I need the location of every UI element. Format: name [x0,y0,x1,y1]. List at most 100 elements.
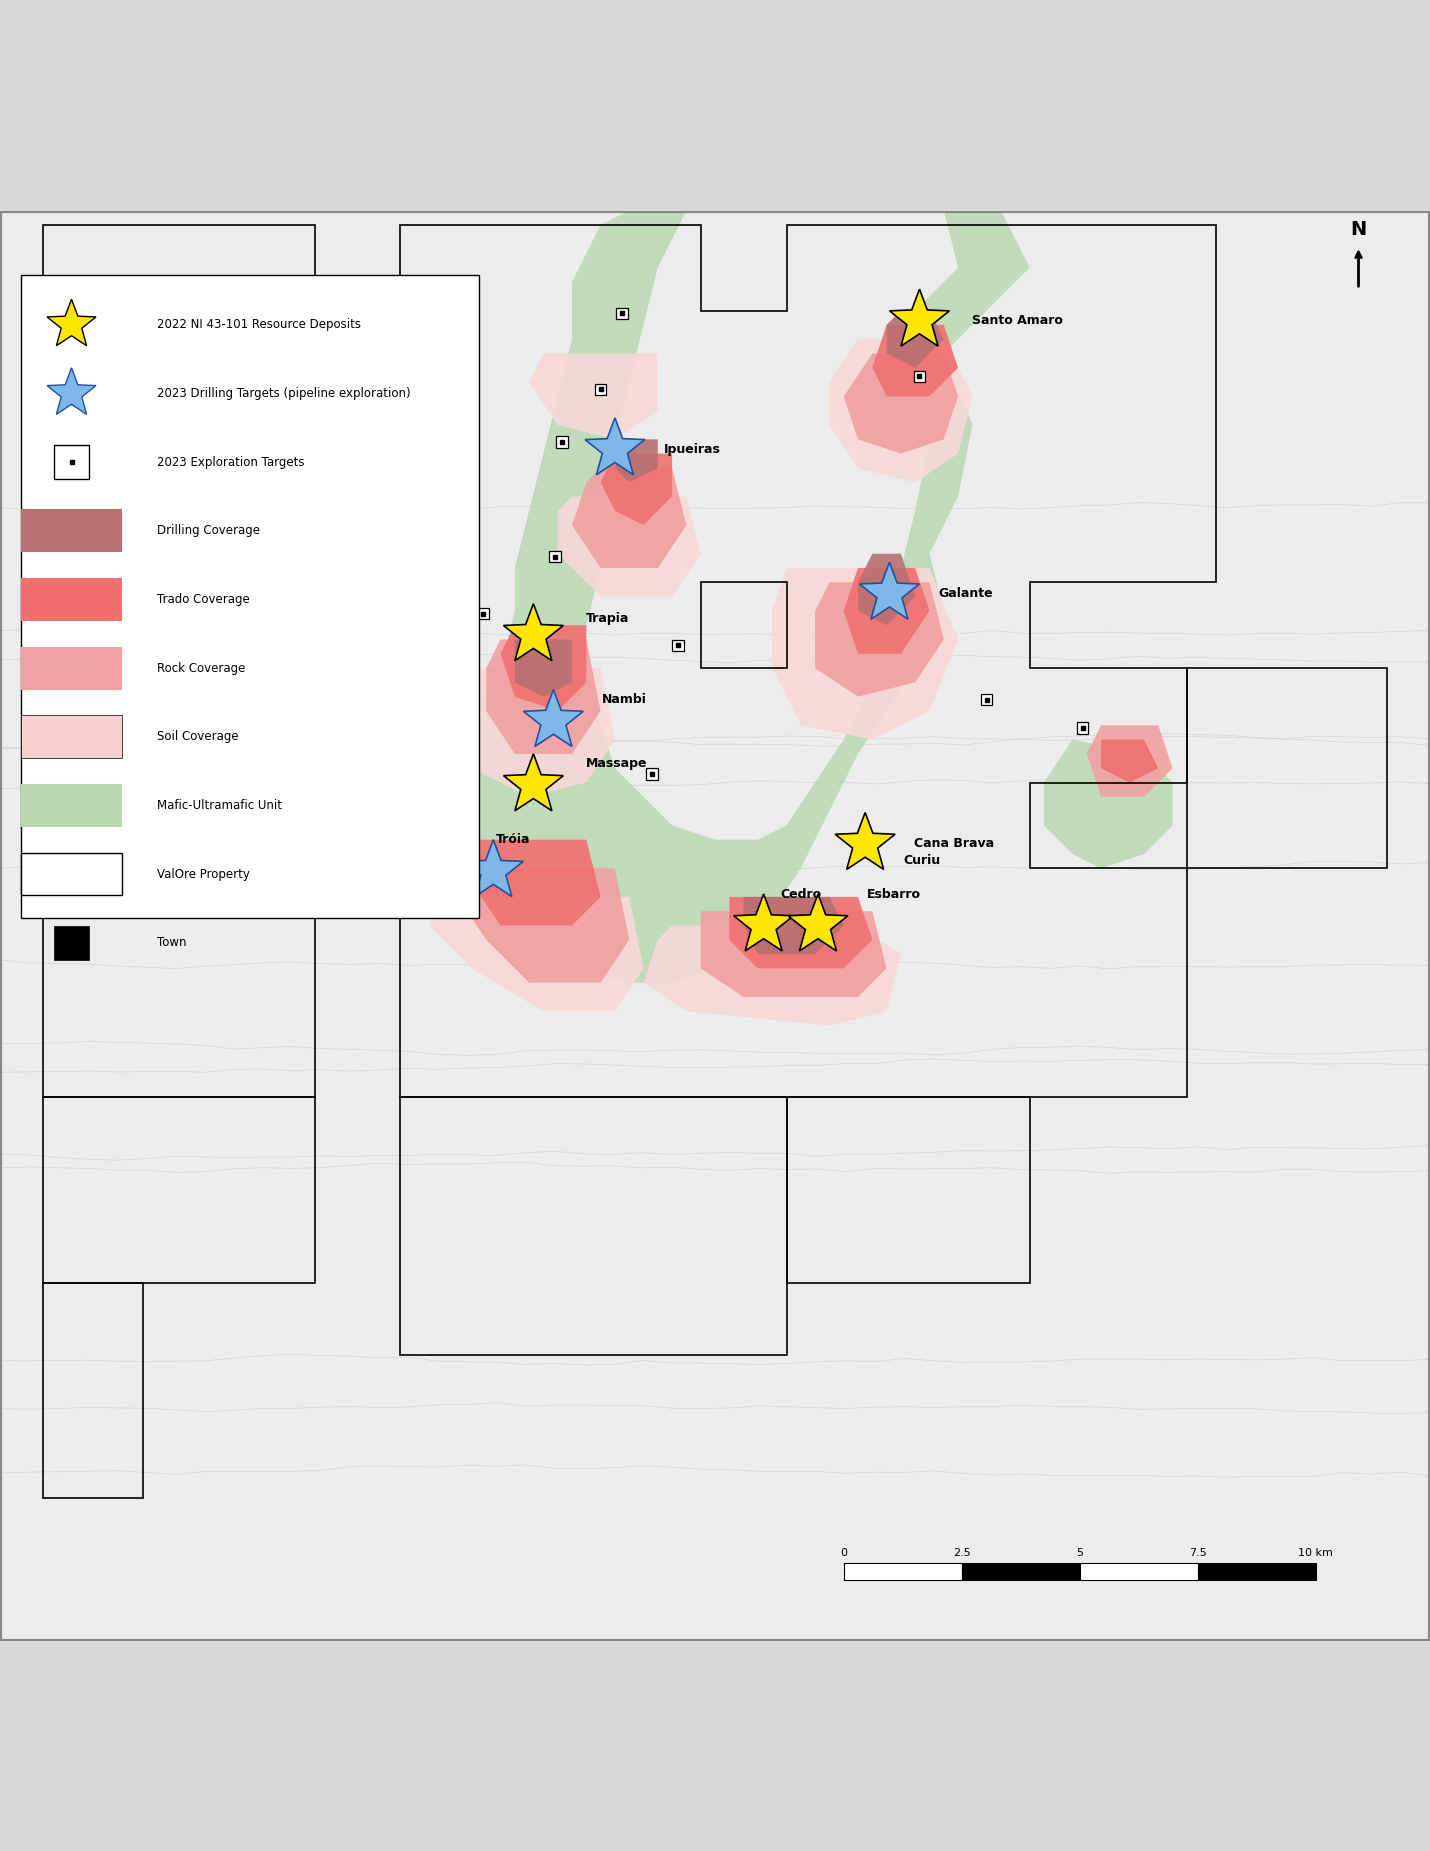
Text: 2022 NI 43-101 Resource Deposits: 2022 NI 43-101 Resource Deposits [157,318,362,331]
Polygon shape [859,563,919,620]
Bar [21,646,122,690]
Polygon shape [815,583,944,696]
Bar [213,559,225,570]
Bar [21,714,122,759]
Polygon shape [829,339,972,483]
Text: Trapia: Trapia [586,611,629,624]
Bar [1077,722,1088,733]
Text: Drilling Coverage: Drilling Coverage [157,524,260,537]
Text: Massape: Massape [586,757,648,770]
Text: Cana Brava: Cana Brava [914,837,994,850]
Polygon shape [523,690,583,746]
Polygon shape [486,639,601,753]
Polygon shape [1087,726,1173,796]
Polygon shape [844,354,958,453]
Polygon shape [572,468,686,568]
Polygon shape [1044,740,1173,868]
Polygon shape [143,439,257,511]
Polygon shape [429,898,644,1011]
Text: Mafic-Ultramafic Unit: Mafic-Ultramafic Unit [157,800,282,813]
Text: Nambi: Nambi [602,692,646,705]
Text: Tróia: Tróia [496,833,531,846]
Polygon shape [129,611,329,711]
Polygon shape [500,626,586,711]
Polygon shape [858,553,915,626]
Polygon shape [844,568,930,653]
Text: Galante: Galante [938,587,992,600]
Polygon shape [889,289,950,346]
Text: Soil Coverage: Soil Coverage [157,731,239,744]
Bar [21,785,122,827]
Polygon shape [503,753,563,811]
Text: Town: Town [157,937,187,950]
Bar [478,607,489,620]
Polygon shape [529,354,658,439]
Polygon shape [872,326,958,396]
Text: Esbarro: Esbarro [867,887,921,901]
Bar [646,768,658,779]
Polygon shape [472,840,601,926]
Bar [263,724,286,746]
Bar [616,307,628,318]
Bar [54,926,89,961]
Text: ValOre Property: ValOre Property [157,868,250,881]
Text: Rock Coverage: Rock Coverage [157,661,246,674]
Polygon shape [887,311,944,368]
Bar [556,437,568,448]
Polygon shape [772,568,958,740]
Polygon shape [463,840,523,896]
Bar [595,383,606,394]
Polygon shape [701,911,887,998]
Text: 2023 Exploration Targets: 2023 Exploration Targets [157,455,305,468]
Text: Trado Coverage: Trado Coverage [157,592,250,605]
Polygon shape [835,813,895,870]
Bar [981,694,992,705]
Polygon shape [157,439,229,496]
Polygon shape [1101,740,1158,783]
Bar [21,853,122,896]
Text: 5: 5 [1077,1547,1083,1557]
Text: 2.5: 2.5 [952,1547,971,1557]
Polygon shape [458,668,615,796]
Polygon shape [503,603,563,661]
Bar [213,391,225,402]
Text: Capitao Mor: Capitao Mor [300,729,385,742]
Polygon shape [601,453,672,526]
Polygon shape [744,898,844,953]
Text: 0: 0 [841,1547,847,1557]
Polygon shape [729,898,872,968]
Polygon shape [143,596,286,683]
Text: Santo Amaro: Santo Amaro [972,315,1064,328]
Polygon shape [734,894,794,951]
Text: 7.5: 7.5 [1188,1547,1207,1557]
Bar [21,509,122,552]
Polygon shape [515,639,572,696]
Polygon shape [47,300,96,346]
Bar [672,639,684,652]
Bar [914,370,925,381]
Polygon shape [172,596,286,711]
Polygon shape [788,894,848,951]
Bar [21,274,479,918]
Polygon shape [47,368,96,415]
Text: N: N [1350,220,1367,239]
Polygon shape [644,926,901,1025]
Polygon shape [157,596,257,668]
Polygon shape [615,439,658,483]
Text: 10 km: 10 km [1298,1547,1333,1557]
Bar [1197,1564,1316,1581]
Polygon shape [458,211,1030,983]
Text: 2023 Drilling Targets (pipeline exploration): 2023 Drilling Targets (pipeline explorat… [157,387,410,400]
Text: Ipueiras: Ipueiras [664,442,721,455]
Text: Curiu: Curiu [904,853,941,866]
Bar [961,1564,1080,1581]
Bar [549,552,561,563]
Bar [21,578,122,620]
Text: Cedro: Cedro [781,887,822,901]
Bar [1080,1564,1198,1581]
Bar [844,1564,961,1581]
Polygon shape [458,868,629,983]
Bar [54,444,89,479]
Polygon shape [585,418,645,474]
Polygon shape [558,496,701,596]
